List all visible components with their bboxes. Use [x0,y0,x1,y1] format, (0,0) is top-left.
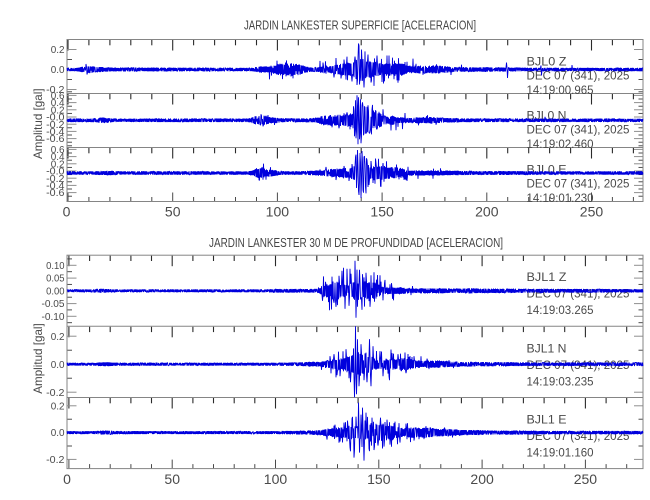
svg-text:100: 100 [264,471,288,487]
svg-text:BJL0 Z: BJL0 Z [527,55,567,69]
svg-text:-0.6: -0.6 [46,187,65,199]
svg-text:14:19:00.965: 14:19:00.965 [527,83,594,97]
svg-text:0.2: 0.2 [51,331,65,343]
svg-text:0.2: 0.2 [51,44,65,56]
svg-text:0.2: 0.2 [51,158,65,170]
svg-text:14:19:03.265: 14:19:03.265 [527,303,594,317]
svg-text:-0.4: -0.4 [46,126,65,138]
svg-text:-0.6: -0.6 [46,133,65,145]
svg-text:14:19:01.160: 14:19:01.160 [527,446,594,460]
svg-text:0.0: 0.0 [51,359,65,371]
svg-text:0.4: 0.4 [51,97,65,109]
svg-text:0: 0 [63,204,71,220]
svg-text:0.6: 0.6 [51,90,65,102]
svg-text:-0.05: -0.05 [42,298,65,310]
svg-text:BJL1 Z: BJL1 Z [527,270,567,284]
svg-text:DEC 07 (341), 2025: DEC 07 (341), 2025 [527,123,630,137]
svg-text:0.2: 0.2 [51,104,65,116]
svg-text:0: 0 [63,471,71,487]
svg-text:-0.4: -0.4 [46,180,65,192]
svg-text:-0.2: -0.2 [46,119,65,131]
svg-text:200: 200 [475,204,499,220]
svg-text:14:19:02.460: 14:19:02.460 [527,137,594,151]
svg-text:14:19:01.230: 14:19:01.230 [527,191,594,205]
svg-text:14:19:03.235: 14:19:03.235 [527,374,594,388]
svg-text:DEC 07 (341), 2025: DEC 07 (341), 2025 [527,69,630,83]
svg-text:150: 150 [367,471,391,487]
svg-text:Amplitud [gal]: Amplitud [gal] [31,323,45,394]
svg-text:0.0: 0.0 [51,64,65,76]
svg-text:150: 150 [370,204,394,220]
svg-text:-0.0: -0.0 [46,166,65,178]
svg-text:-0.2: -0.2 [46,84,65,96]
svg-text:Amplitud [gal]: Amplitud [gal] [31,88,45,159]
svg-text:-0.10: -0.10 [42,311,65,323]
svg-text:0.6: 0.6 [51,144,65,156]
svg-text:0.00: 0.00 [46,285,65,297]
svg-text:200: 200 [470,471,494,487]
svg-text:BJL1 N: BJL1 N [527,341,567,355]
svg-text:-0.2: -0.2 [46,454,65,466]
svg-text:-0.2: -0.2 [46,173,65,185]
svg-text:50: 50 [164,471,180,487]
svg-text:0.4: 0.4 [51,151,65,163]
svg-text:DEC 07 (341), 2025: DEC 07 (341), 2025 [527,287,630,301]
svg-text:0.0: 0.0 [51,427,65,439]
svg-text:JARDIN LANKESTER 30 M DE PROFU: JARDIN LANKESTER 30 M DE PROFUNDIDAD [AC… [209,236,503,250]
svg-text:0.05: 0.05 [46,273,65,285]
svg-text:BJL1 E: BJL1 E [527,413,567,427]
svg-text:0.10: 0.10 [46,260,65,272]
svg-text:-0.2: -0.2 [46,387,65,399]
svg-text:DEC 07 (341), 2025: DEC 07 (341), 2025 [527,177,630,191]
svg-text:0.2: 0.2 [51,400,65,412]
svg-text:250: 250 [580,204,604,220]
svg-text:-0.0: -0.0 [46,112,65,124]
svg-text:250: 250 [574,471,598,487]
svg-text:100: 100 [266,204,290,220]
svg-text:50: 50 [165,204,181,220]
svg-text:JARDIN LANKESTER SUPERFICIE [A: JARDIN LANKESTER SUPERFICIE [ACELERACION… [244,19,476,33]
